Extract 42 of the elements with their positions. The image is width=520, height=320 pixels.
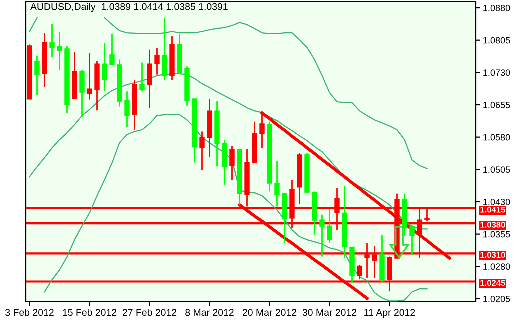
y-tick-label: 1.0280 [484,264,510,270]
candlestick [57,31,62,71]
candlestick [34,55,40,96]
y-tick-label: 1.0205 [484,296,510,302]
y-tick-label: 1.0880 [484,5,510,12]
candlestick [87,52,92,101]
candlestick [154,47,160,76]
x-tick-label: 27 Feb 2012 [122,308,177,316]
candlestick [147,49,152,110]
y-tick-label: 1.0805 [484,37,510,44]
x-tick-label: 20 Mar 2012 [242,309,297,316]
candlestick [320,214,325,258]
y-tick-label: 1.0580 [484,134,510,141]
line-series [44,114,428,302]
ref-line-label: 1.0415 [480,206,506,213]
candlestick [162,18,168,81]
y-tick-label: 1.0655 [484,102,510,108]
candlestick [327,208,332,244]
candlestick [410,225,415,256]
candlestick [102,42,108,92]
chart-title: AUDUSD,Daily 1.0389 1.0414 1.0385 1.0391 [30,3,228,12]
candlestick [140,62,145,92]
x-tick-label: 3 Feb 2012 [6,308,54,316]
candlestick [80,69,85,118]
x-tick-label: 30 Mar 2012 [302,309,357,316]
candlestick [50,23,55,58]
x-tick-label: 11 Apr 2012 [364,309,416,318]
candlestick [222,139,228,186]
candlestick [274,160,280,208]
y-tick-label: 1.0505 [484,166,510,174]
candlestick [110,33,115,66]
ref-line-label: 1.0310 [480,252,506,258]
candlestick [230,145,235,181]
x-tick-label: 15 Feb 2012 [63,308,117,316]
y-tick-label: 1.0730 [484,70,510,76]
candlestick [124,90,130,128]
ref-line-label: 1.0245 [480,280,506,286]
ref-line-label: 1.0380 [480,222,506,228]
x-tick-label: 8 Mar 2012 [186,309,234,316]
y-tick-label: 1.0355 [484,231,510,238]
candlestick [200,131,205,171]
y-tick-label: 1.0430 [484,198,510,206]
